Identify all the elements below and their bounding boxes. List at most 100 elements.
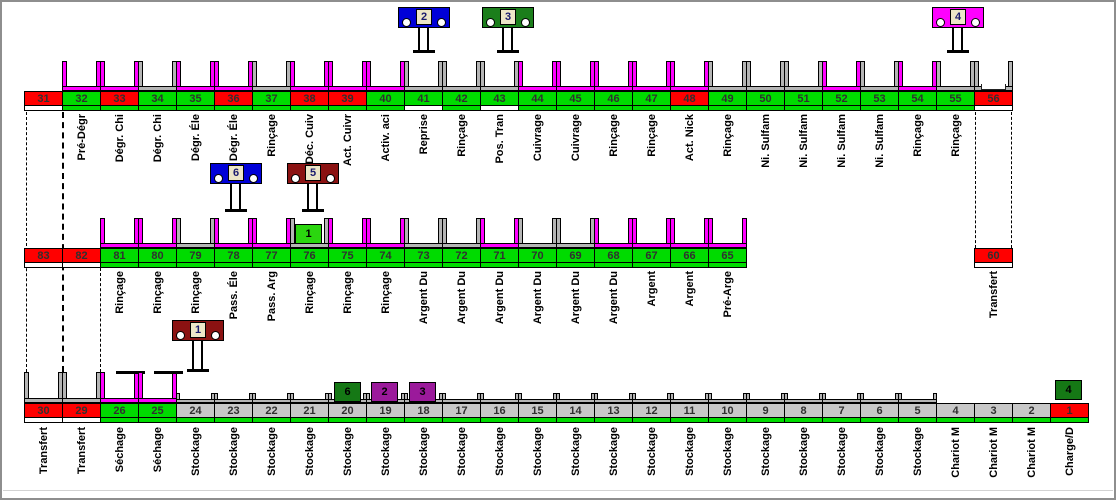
station-cell-77[interactable]: 77	[252, 248, 291, 263]
station-cell-76[interactable]: 76	[290, 248, 329, 263]
station-cell-8[interactable]: 8	[784, 403, 823, 418]
station-cell-80[interactable]: 80	[138, 248, 177, 263]
hoist-carrier-5[interactable]: 5	[287, 163, 339, 184]
load-box-6[interactable]: 6	[334, 382, 361, 402]
station-cell-68[interactable]: 68	[594, 248, 633, 263]
station-cell-23[interactable]: 23	[214, 403, 253, 418]
station-cell-20[interactable]: 20	[328, 403, 367, 418]
station-cell-65[interactable]: 65	[708, 248, 747, 263]
station-cell-12[interactable]: 12	[632, 403, 671, 418]
hoist-carrier-6[interactable]: 6	[210, 163, 262, 184]
station-label-text: Stockage	[911, 427, 924, 476]
station-tank-26	[100, 371, 145, 403]
load-box-2[interactable]: 2	[371, 382, 398, 402]
load-box-1[interactable]: 1	[295, 224, 322, 244]
station-cell-71[interactable]: 71	[480, 248, 519, 263]
station-cell-19[interactable]: 19	[366, 403, 405, 418]
station-cell-22[interactable]: 22	[252, 403, 291, 418]
station-cell-56[interactable]: 56	[974, 91, 1013, 106]
hoist-carrier-1[interactable]: 1	[172, 320, 224, 341]
station-cell-49[interactable]: 49	[708, 91, 747, 106]
station-cell-50[interactable]: 50	[746, 91, 785, 106]
station-cell-54[interactable]: 54	[898, 91, 937, 106]
station-cell-51[interactable]: 51	[784, 91, 823, 106]
station-cell-14[interactable]: 14	[556, 403, 595, 418]
station-bar-44	[518, 105, 557, 111]
station-cell-34[interactable]: 34	[138, 91, 177, 106]
station-cell-74[interactable]: 74	[366, 248, 405, 263]
hoist-carrier-3[interactable]: 3	[482, 7, 534, 28]
station-cell-13[interactable]: 13	[594, 403, 633, 418]
station-cell-38[interactable]: 38	[290, 91, 329, 106]
station-cell-78[interactable]: 78	[214, 248, 253, 263]
station-cell-36[interactable]: 36	[214, 91, 253, 106]
station-cell-26[interactable]: 26	[100, 403, 139, 418]
load-box-3[interactable]: 3	[409, 382, 436, 402]
hoist-carrier-4[interactable]: 4	[932, 7, 984, 28]
station-cell-79[interactable]: 79	[176, 248, 215, 263]
station-cell-6[interactable]: 6	[860, 403, 899, 418]
station-cell-4[interactable]: 4	[936, 403, 975, 418]
station-cell-69[interactable]: 69	[556, 248, 595, 263]
station-cell-33[interactable]: 33	[100, 91, 139, 106]
station-cell-41[interactable]: 41	[404, 91, 443, 106]
station-cell-75[interactable]: 75	[328, 248, 367, 263]
station-cell-29[interactable]: 29	[62, 403, 101, 418]
station-cell-40[interactable]: 40	[366, 91, 405, 106]
station-cell-52[interactable]: 52	[822, 91, 861, 106]
station-label-text: Rinçage	[303, 271, 316, 314]
station-cell-9[interactable]: 9	[746, 403, 785, 418]
station-cell-47[interactable]: 47	[632, 91, 671, 106]
station-cell-3[interactable]: 3	[974, 403, 1013, 418]
station-cell-15[interactable]: 15	[518, 403, 557, 418]
station-cell-82[interactable]: 82	[62, 248, 101, 263]
station-cell-1[interactable]: 1	[1050, 403, 1089, 418]
station-bar-69	[556, 262, 595, 268]
station-cell-21[interactable]: 21	[290, 403, 329, 418]
storage-platform-16	[480, 393, 519, 403]
station-cell-46[interactable]: 46	[594, 91, 633, 106]
station-cell-48[interactable]: 48	[670, 91, 709, 106]
station-cell-37[interactable]: 37	[252, 91, 291, 106]
station-cell-45[interactable]: 45	[556, 91, 595, 106]
station-cell-72[interactable]: 72	[442, 248, 481, 263]
station-cell-53[interactable]: 53	[860, 91, 899, 106]
station-bar-18	[404, 417, 443, 423]
station-cell-11[interactable]: 11	[670, 403, 709, 418]
station-label-text: Rinçage	[911, 114, 924, 157]
hoist-carrier-2[interactable]: 2	[398, 7, 450, 28]
station-cell-44[interactable]: 44	[518, 91, 557, 106]
station-cell-35[interactable]: 35	[176, 91, 215, 106]
station-cell-81[interactable]: 81	[100, 248, 139, 263]
station-cell-83[interactable]: 83	[24, 248, 63, 263]
transfer-guide-line	[1011, 112, 1012, 248]
station-cell-73[interactable]: 73	[404, 248, 443, 263]
station-cell-55[interactable]: 55	[936, 91, 975, 106]
station-cell-42[interactable]: 42	[442, 91, 481, 106]
station-bar-54	[898, 105, 937, 111]
station-cell-18[interactable]: 18	[404, 403, 443, 418]
station-cell-32[interactable]: 32	[62, 91, 101, 106]
station-cell-66[interactable]: 66	[670, 248, 709, 263]
station-cell-2[interactable]: 2	[1012, 403, 1051, 418]
station-cell-43[interactable]: 43	[480, 91, 519, 106]
station-tank-79	[176, 218, 215, 248]
load-box-4[interactable]: 4	[1055, 380, 1082, 400]
station-label-text: Argent Du	[493, 271, 506, 325]
station-label-81: Rinçage	[100, 271, 139, 319]
station-cell-70[interactable]: 70	[518, 248, 557, 263]
station-cell-17[interactable]: 17	[442, 403, 481, 418]
station-cell-31[interactable]: 31	[24, 91, 63, 106]
station-cell-5[interactable]: 5	[898, 403, 937, 418]
station-cell-39[interactable]: 39	[328, 91, 367, 106]
station-cell-16[interactable]: 16	[480, 403, 519, 418]
station-cell-7[interactable]: 7	[822, 403, 861, 418]
station-cell-25[interactable]: 25	[138, 403, 177, 418]
station-cell-30[interactable]: 30	[24, 403, 63, 418]
station-label-text: Rinçage	[151, 271, 164, 314]
station-cell-10[interactable]: 10	[708, 403, 747, 418]
station-cell-24[interactable]: 24	[176, 403, 215, 418]
station-cell-67[interactable]: 67	[632, 248, 671, 263]
station-label-53: Ni. Sulfam	[860, 114, 899, 173]
station-cell-60[interactable]: 60	[974, 248, 1013, 263]
